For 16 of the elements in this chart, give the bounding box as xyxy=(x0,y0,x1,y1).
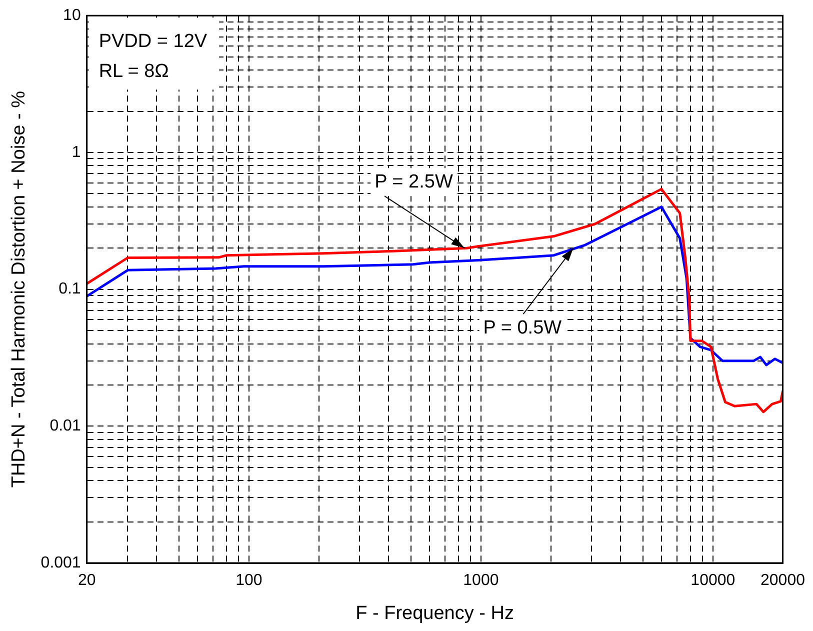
x-tick-label: 20000 xyxy=(760,572,806,590)
y-tick-label: 10 xyxy=(63,7,81,24)
x-tick-label: 100 xyxy=(236,572,262,590)
annotation: RL = 8Ω xyxy=(98,60,169,82)
x-axis-title: F - Frequency - Hz xyxy=(356,602,514,624)
y-tick-label: 0.01 xyxy=(50,418,81,435)
y-axis-title: THD+N - Total Harmonic Distortion + Noise - % xyxy=(8,90,30,488)
y-tick-label: 0.001 xyxy=(40,554,81,572)
x-tick-label: 1000 xyxy=(463,572,499,590)
y-tick-label: 0.1 xyxy=(58,280,81,298)
annotation: P = 0.5W xyxy=(483,317,562,338)
x-tick-label: 10000 xyxy=(690,572,736,590)
x-tick-label: 20 xyxy=(78,572,96,590)
annotation: P = 2.5W xyxy=(374,171,453,192)
annotation: PVDD = 12V xyxy=(98,30,208,52)
y-tick-label: 1 xyxy=(72,144,81,161)
